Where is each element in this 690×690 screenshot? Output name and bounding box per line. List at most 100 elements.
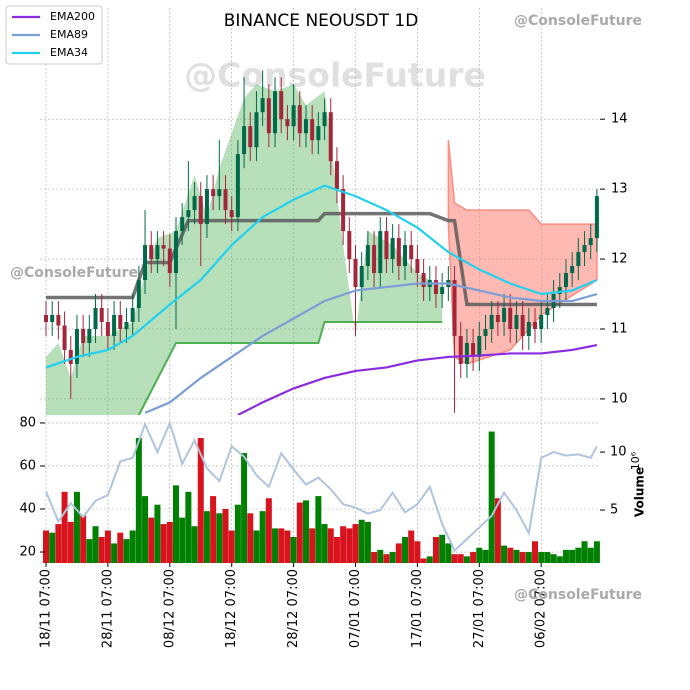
bar: [383, 554, 390, 563]
candle-body: [229, 210, 234, 218]
candle-body: [130, 308, 135, 322]
candle-body: [440, 287, 445, 295]
candle-body: [143, 245, 148, 281]
bar: [73, 491, 80, 563]
bar: [426, 556, 433, 563]
bar: [562, 549, 569, 563]
bar: [92, 526, 99, 563]
bar: [185, 491, 192, 563]
candle-body: [74, 328, 79, 364]
bar: [210, 496, 217, 563]
legend: EMA200 EMA89 EMA34: [12, 10, 95, 59]
bar: [494, 498, 501, 563]
bar: [321, 524, 328, 563]
bar: [166, 521, 173, 563]
bar: [414, 541, 421, 563]
legend-label: EMA200: [50, 10, 95, 23]
bar: [556, 556, 563, 563]
candle-body: [533, 321, 538, 329]
y-tick-label: 60: [19, 458, 36, 473]
candle-body: [303, 119, 308, 134]
bar: [346, 528, 353, 563]
candle-body: [483, 328, 488, 336]
candle-body: [539, 314, 544, 329]
candle-body: [81, 328, 86, 343]
candle-body: [526, 321, 531, 336]
watermark: @ConsoleFuture: [514, 587, 642, 603]
candle-body: [421, 273, 426, 288]
candle-body: [136, 280, 141, 309]
x-tick-label: 27/01 07:00: [472, 569, 487, 648]
legend-label: EMA34: [50, 46, 88, 59]
bar: [377, 549, 384, 563]
y2-tick-label: 10: [610, 445, 627, 460]
bar: [309, 528, 316, 563]
bar: [241, 453, 248, 563]
candle-body: [316, 126, 321, 141]
candle-body: [545, 308, 550, 315]
bar: [501, 545, 508, 563]
candle-body: [235, 154, 240, 218]
bar: [451, 554, 458, 563]
y-tick-label: 14: [611, 112, 628, 127]
x-tick-label: 08/12 07:00: [162, 569, 177, 648]
x-tick-label: 06/02 07:00: [534, 569, 549, 648]
bar: [507, 547, 514, 563]
bar: [290, 536, 297, 563]
candle-body: [403, 245, 408, 267]
bar: [61, 491, 68, 563]
candle-body: [50, 314, 55, 322]
bar: [519, 552, 526, 563]
candle-body: [124, 321, 129, 329]
candle-body: [223, 189, 228, 211]
y2-tick-label: 5: [610, 503, 618, 518]
bar: [284, 530, 291, 563]
x-tick-label: 28/11 07:00: [100, 569, 115, 648]
candle-body: [161, 245, 166, 249]
bar: [364, 521, 371, 563]
bar: [67, 521, 74, 563]
bar: [98, 536, 105, 563]
bar: [49, 532, 56, 563]
candle-body: [248, 126, 253, 148]
candle-body: [192, 196, 197, 211]
ema-line: [237, 343, 598, 415]
y-tick-label: 10: [611, 391, 628, 406]
bar: [222, 509, 229, 563]
y-tick-label: 20: [19, 545, 36, 560]
axes: 10 11 12 13 14 18/11 07:00 28/11 07:00 08/12 07…: [19, 112, 646, 648]
bar: [117, 532, 124, 563]
candle-body: [149, 245, 154, 260]
candle-body: [489, 314, 494, 329]
candle-body: [186, 210, 191, 218]
bar: [340, 526, 347, 563]
bar: [581, 541, 588, 563]
x-tick-label: 18/12 07:00: [224, 569, 239, 648]
bar: [389, 552, 396, 563]
bar: [569, 549, 576, 563]
bar: [197, 438, 204, 563]
bar: [544, 552, 551, 563]
candle-body: [384, 231, 389, 260]
bar: [395, 543, 402, 563]
candle-body: [508, 308, 513, 329]
bar: [278, 528, 285, 563]
candle-body: [570, 266, 575, 274]
candle-body: [173, 231, 178, 274]
bar: [482, 549, 489, 563]
ema-line: [45, 184, 598, 369]
watermark: @ConsoleFuture: [10, 265, 138, 281]
bar: [420, 558, 427, 563]
x-tick-label: 17/01 07:00: [410, 569, 425, 648]
y-tick-label: 13: [611, 182, 628, 197]
bar: [296, 502, 303, 563]
candle-body: [372, 245, 377, 274]
candle-body: [291, 105, 296, 127]
bar: [160, 524, 167, 563]
bar: [55, 524, 62, 563]
bar: [439, 534, 446, 563]
candle-body: [198, 196, 203, 225]
x-tick-label: 18/11 07:00: [39, 569, 54, 648]
candle-body: [520, 314, 525, 336]
volume-line: [45, 420, 598, 553]
